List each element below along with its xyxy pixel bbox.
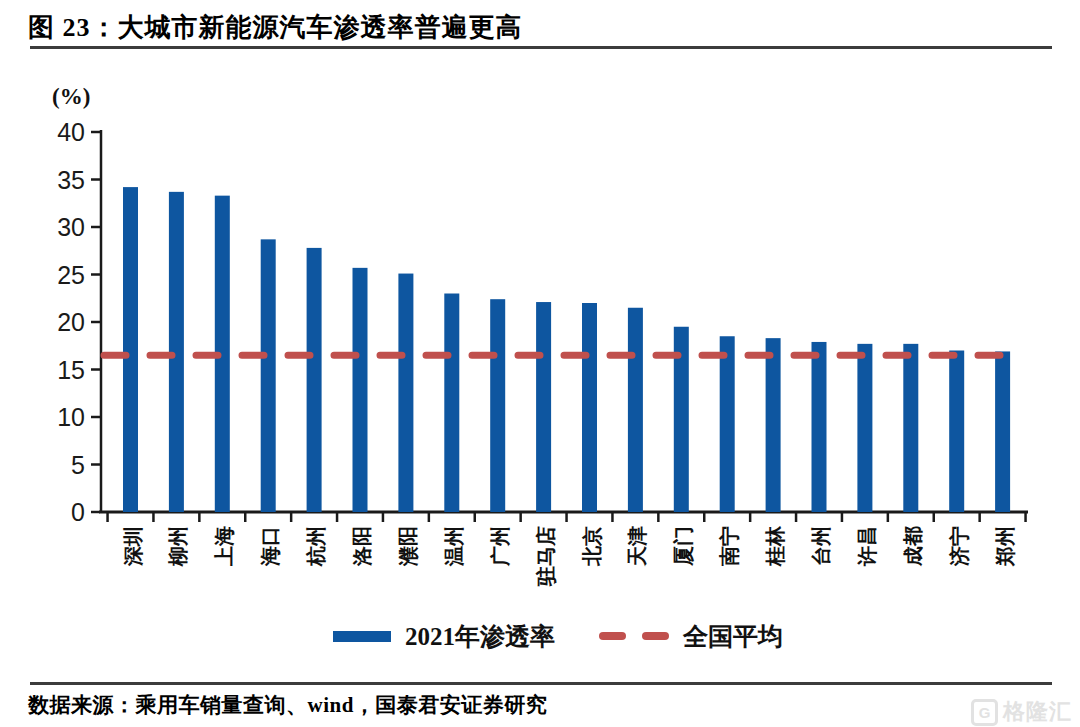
gelonghui-watermark: G 格隆汇 [971,697,1072,727]
penetration-bar-chart: 0 5 10 15 20 25 30 35 40 深圳柳州上海海口杭州洛阳濮阳温州广州 驻马店 北京天… [0,0,1080,614]
y-tick-label-10: 10 [57,403,85,431]
x-label-台州: 台州 [810,526,832,566]
x-label-南宁: 南宁 [718,526,740,567]
bar-深圳 [123,187,138,512]
y-tick-label-0: 0 [71,498,85,526]
y-tick-label-35: 35 [57,166,85,194]
x-label-广州: 广州 [489,526,511,567]
y-tick-label-40: 40 [57,118,85,146]
bar-温州 [444,294,459,513]
legend-line-label: 全国平均 [683,620,783,653]
x-label-濮阳: 濮阳 [397,526,419,567]
x-label-杭州: 杭州 [305,526,327,567]
bar-台州 [812,342,827,512]
bar-南宁 [720,336,735,512]
bar-濮阳 [398,274,413,512]
x-label-深圳: 深圳 [122,526,144,567]
watermark-text: 格隆汇 [1003,697,1072,727]
x-label-上海: 上海 [213,526,235,567]
legend-dash-2 [642,632,669,640]
bar-天津 [628,308,643,512]
x-label-郑州: 郑州 [994,526,1016,567]
bar-桂林 [766,338,781,512]
x-label-成都: 成都 [902,526,924,567]
y-tick-label-30: 30 [57,213,85,241]
report-figure-page: 图 23：大城市新能源汽车渗透率普遍更高 (%) 051015202530354… [0,0,1080,727]
x-label-济宁: 济宁 [948,526,970,567]
bar-成都 [903,344,918,512]
y-tick-label-5: 5 [71,451,85,479]
bar-杭州 [307,248,322,512]
x-label-北京: 北京 [581,526,603,567]
data-source: 数据来源：乘用车销量查询、wind，国泰君安证券研究 [28,691,547,719]
x-label-柳州: 柳州 [167,526,189,567]
x-label-驻马店: 驻马店 [535,526,557,587]
x-label-温州: 温州 [443,526,465,567]
y-tick-label-20: 20 [57,308,85,336]
footer-divider [30,682,1052,685]
legend-dash-1 [599,632,626,640]
bar-广州 [490,299,505,512]
x-label-许昌: 许昌 [856,526,878,567]
bar-海口 [261,239,276,512]
x-label-天津: 天津 [626,526,648,567]
x-label-厦门: 厦门 [672,526,694,567]
bar-驻马店 [536,302,551,512]
gelonghui-logo-icon: G [971,699,998,726]
bar-郑州 [995,351,1010,512]
legend-bar-swatch [333,631,391,642]
legend: 2021年渗透率 全国平均 [18,620,1080,652]
bar-许昌 [857,344,872,512]
y-tick-label-25: 25 [57,261,85,289]
legend-dash-swatch [599,632,669,640]
bar-北京 [582,303,597,512]
y-tick-label-15: 15 [57,356,85,384]
x-label-海口: 海口 [259,526,281,567]
x-label-洛阳: 洛阳 [351,526,373,567]
x-label-桂林: 桂林 [764,525,786,567]
bar-洛阳 [353,268,368,512]
legend-bar-label: 2021年渗透率 [405,620,555,653]
bar-济宁 [949,351,964,513]
